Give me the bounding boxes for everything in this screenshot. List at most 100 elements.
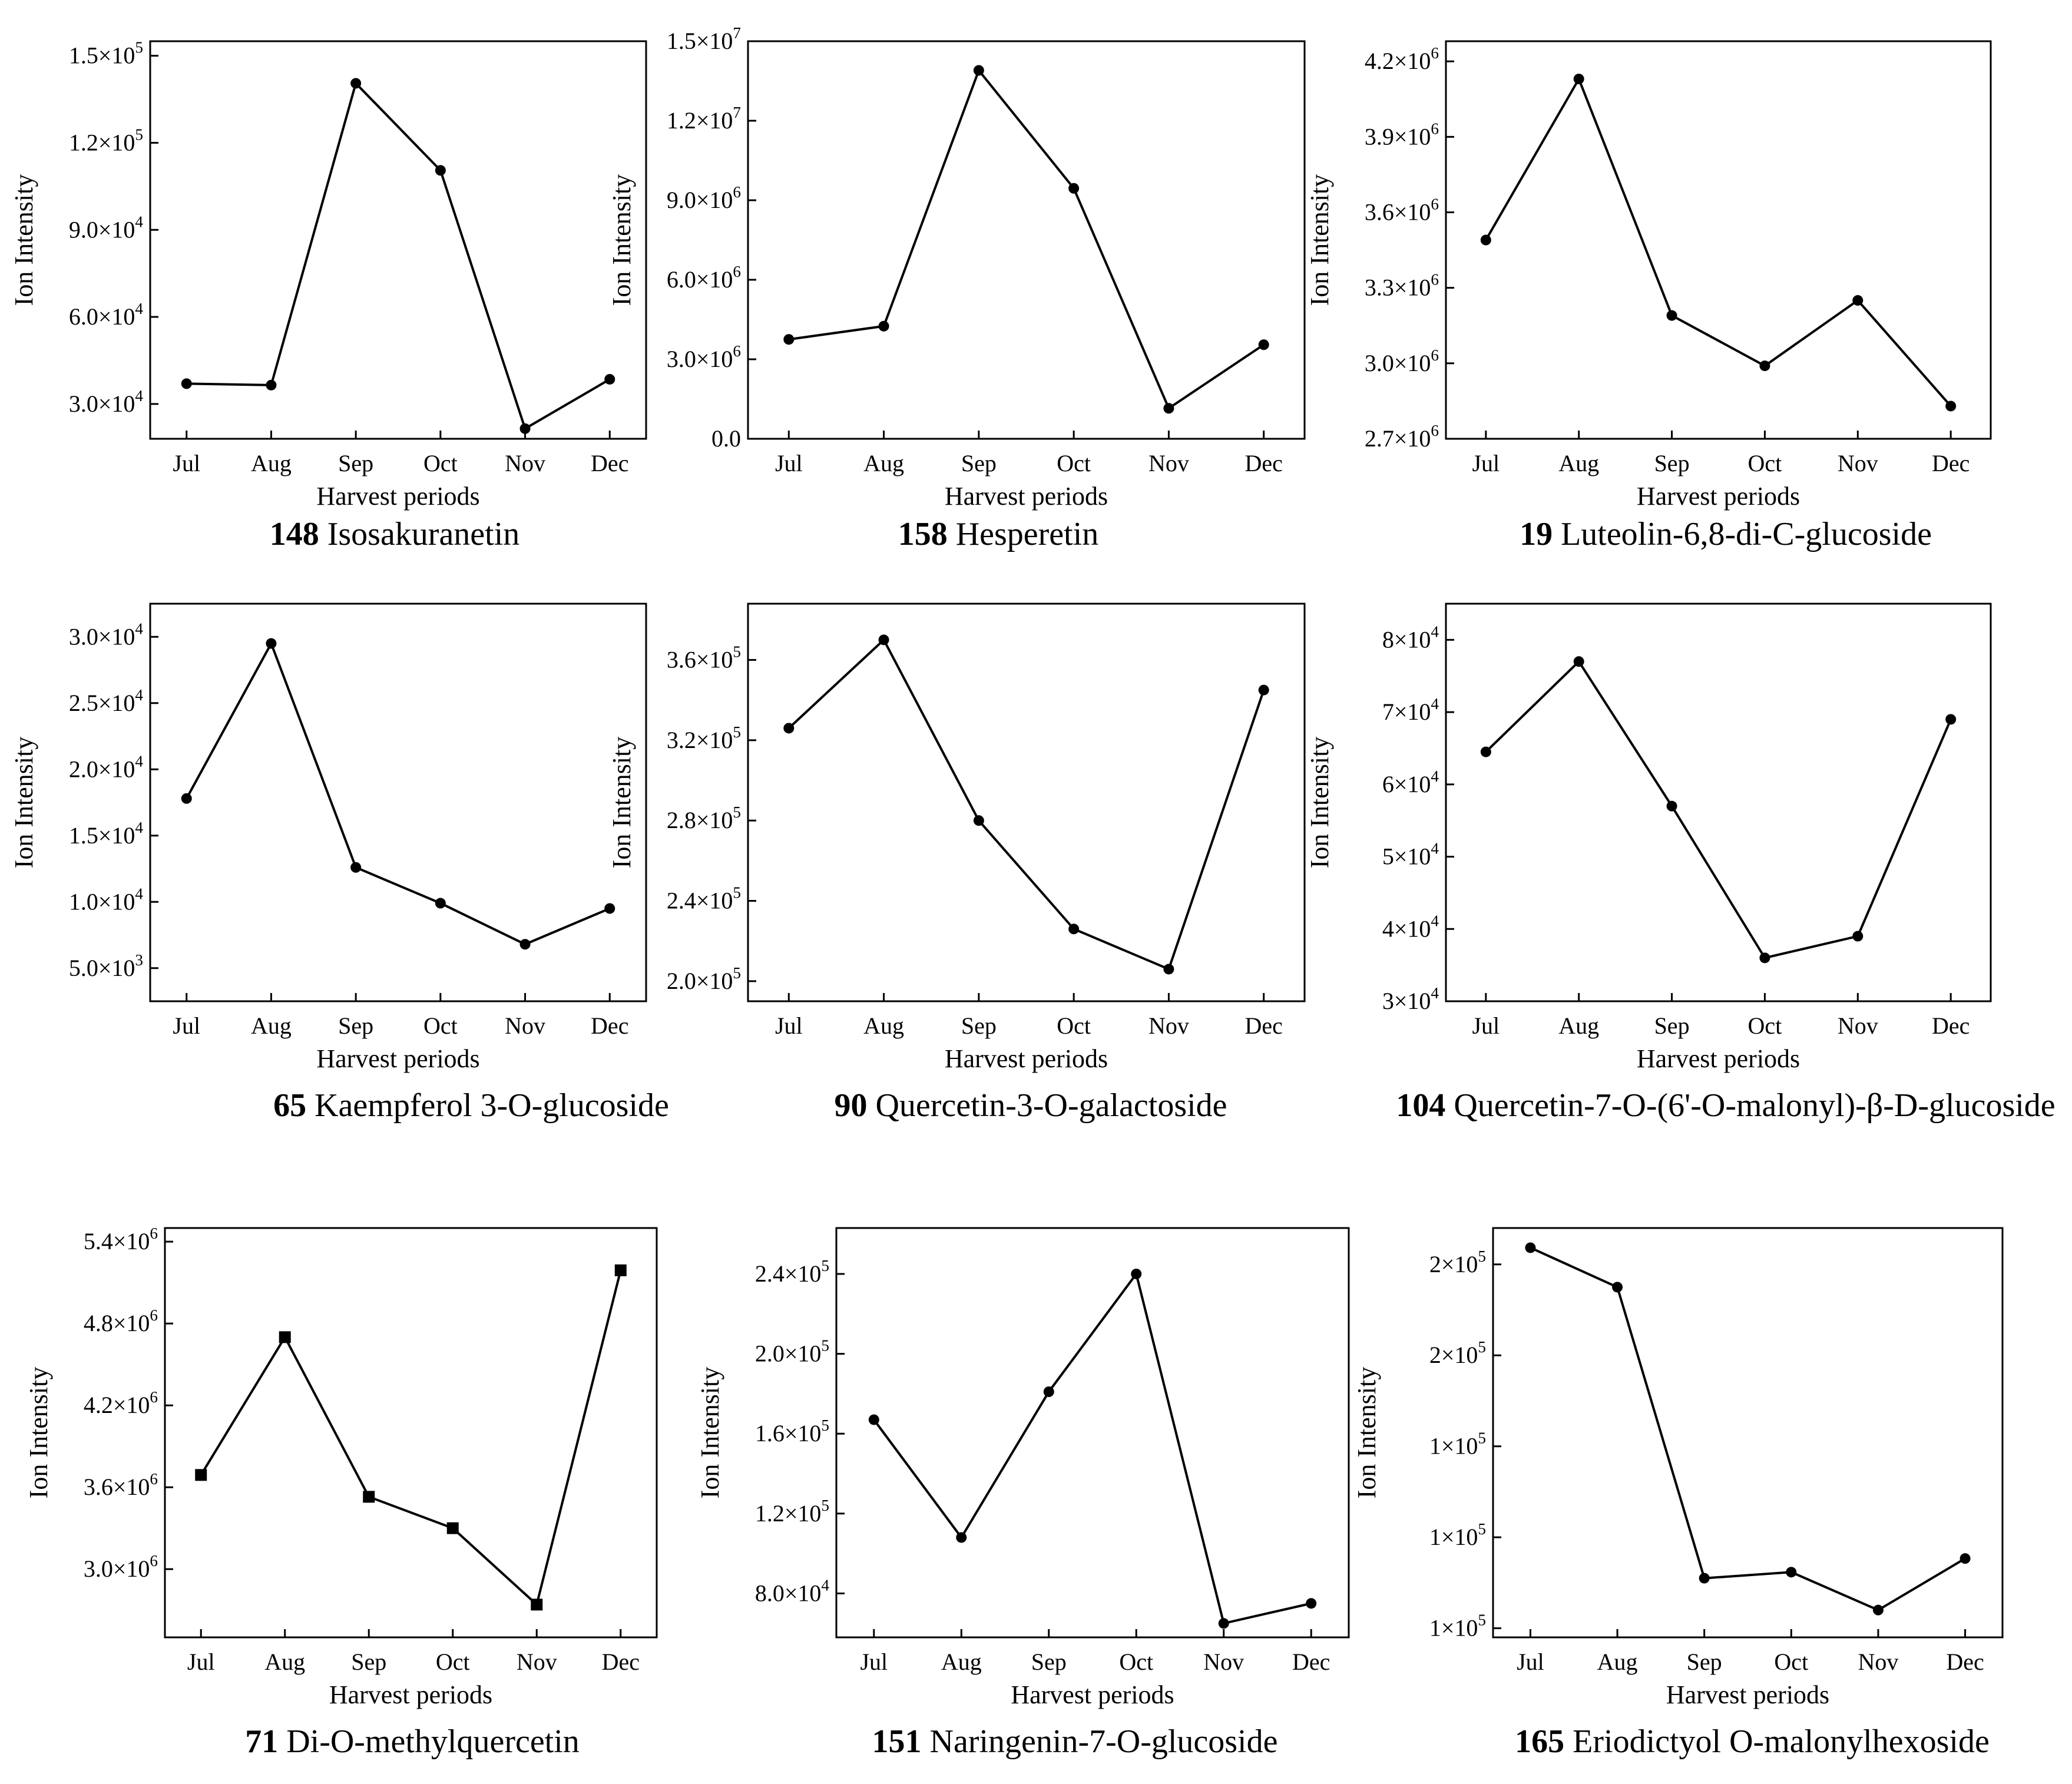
x-tick-label: Oct — [423, 450, 458, 476]
chart-caption: 151 Naringenin-7-O-glucoside — [872, 1723, 1278, 1760]
series-line — [1485, 76, 1952, 407]
x-tick-label: Nov — [505, 1012, 545, 1039]
x-tick-label: Aug — [863, 1012, 904, 1039]
x-tick-label: Nov — [1203, 1649, 1244, 1675]
y-tick-label: 2.0×105 — [755, 1337, 829, 1367]
y-tick-label: 3.9×106 — [1365, 120, 1439, 150]
x-tick-label: Sep — [1654, 450, 1690, 476]
x-tick-label: Aug — [1558, 1012, 1599, 1039]
data-point — [519, 423, 531, 434]
x-tick-label: Sep — [961, 1012, 997, 1039]
x-tick-label: Oct — [436, 1649, 470, 1675]
data-point — [783, 723, 795, 734]
data-point — [1852, 295, 1864, 306]
plot-frame — [149, 603, 647, 1002]
x-tick-label: Oct — [1057, 450, 1091, 476]
series-line — [186, 81, 611, 431]
x-tick-label: Aug — [264, 1649, 305, 1675]
x-axis-label: Harvest periods — [316, 1044, 479, 1073]
x-tick-label: Oct — [1119, 1649, 1153, 1675]
y-tick-label: 1×105 — [1429, 1429, 1486, 1459]
y-tick-label: 3.6×106 — [1365, 196, 1439, 226]
chart-panel-148: Jul Aug Sep Oct Nov Dec 3.0×104 6.0×104 9.0×104 1… — [9, 39, 647, 552]
chart-panel-19: Jul Aug Sep Oct Nov Dec 2.7×106 3.0×106 3.3×106 3… — [1305, 40, 1992, 552]
compound-id: 90 — [834, 1087, 875, 1124]
plot-frame — [149, 40, 647, 440]
x-tick-label: Dec — [1292, 1649, 1330, 1675]
data-point — [350, 862, 362, 873]
x-tick-label: Aug — [1597, 1649, 1638, 1675]
data-point — [878, 634, 889, 646]
y-tick-label: 4.2×106 — [84, 1388, 158, 1418]
y-tick-label: 3.3×106 — [1365, 271, 1439, 301]
y-tick-label: 2.0×105 — [667, 964, 741, 994]
y-axis-label: Ion Intensity — [24, 1367, 53, 1499]
y-tick-label: 3×104 — [1382, 984, 1439, 1014]
x-tick-label: Aug — [1558, 450, 1599, 476]
x-tick-label: Sep — [338, 1012, 373, 1039]
data-point — [1666, 800, 1677, 812]
data-point — [868, 1414, 879, 1425]
data-point — [1945, 401, 1957, 412]
y-tick-label: 1.5×105 — [69, 39, 143, 69]
plot-frame — [164, 1227, 658, 1639]
x-axis-label: Harvest periods — [1637, 482, 1800, 511]
y-axis-label: Ion Intensity — [9, 737, 38, 869]
data-point — [1612, 1282, 1623, 1293]
y-tick-label: 1.6×105 — [755, 1416, 829, 1447]
y-tick-label: 1.0×104 — [69, 885, 144, 915]
chart-caption: 90 Quercetin-3-O-galactoside — [834, 1087, 1227, 1124]
y-tick-label: 4×104 — [1382, 912, 1439, 942]
compound-name: Eriodictyol O-malonylhexoside — [1573, 1723, 1990, 1760]
x-tick-label: Dec — [1932, 1012, 1970, 1039]
data-point — [1258, 684, 1269, 696]
y-tick-label: 1.2×105 — [69, 125, 143, 155]
y-tick-label: 3.6×106 — [84, 1470, 158, 1500]
plot-frame — [835, 1227, 1350, 1639]
data-point — [604, 373, 615, 385]
x-tick-label: Sep — [1687, 1649, 1722, 1675]
x-tick-label: Dec — [591, 1012, 628, 1039]
chart-caption: 19 Luteolin-6,8-di-C-glucoside — [1520, 516, 1932, 552]
y-tick-label: 0.0 — [711, 425, 741, 452]
y-tick-label: 4.8×106 — [84, 1306, 158, 1336]
data-point — [363, 1491, 375, 1503]
x-tick-label: Oct — [1774, 1649, 1808, 1675]
x-axis-label: Harvest periods — [329, 1680, 492, 1709]
y-tick-label: 5.0×103 — [69, 951, 143, 981]
x-axis-label: Harvest periods — [1011, 1680, 1174, 1709]
y-tick-label: 2×105 — [1429, 1247, 1486, 1277]
y-tick-label: 1.2×105 — [755, 1497, 829, 1527]
data-point — [266, 638, 277, 649]
x-tick-label: Jul — [1472, 1012, 1500, 1039]
y-axis-label: Ion Intensity — [696, 1367, 724, 1499]
x-tick-label: Sep — [338, 450, 373, 476]
compound-name: Di-O-methylquercetin — [286, 1723, 580, 1760]
x-axis-label: Harvest periods — [1637, 1044, 1800, 1073]
compound-name: Luteolin-6,8-di-C-glucoside — [1561, 516, 1932, 552]
y-tick-label: 1.5×107 — [667, 24, 741, 54]
y-tick-label: 1.2×107 — [667, 104, 741, 134]
data-point — [195, 1469, 207, 1481]
data-point — [1068, 183, 1080, 194]
data-point — [956, 1532, 967, 1543]
x-tick-label: Dec — [1946, 1649, 1984, 1675]
x-tick-label: Aug — [941, 1649, 982, 1675]
data-point — [1306, 1598, 1317, 1609]
y-axis-label: Ion Intensity — [9, 174, 38, 306]
compound-id: 19 — [1520, 516, 1561, 552]
x-tick-label: Sep — [1031, 1649, 1067, 1675]
compound-id: 158 — [898, 516, 956, 552]
data-point — [1852, 931, 1864, 942]
y-tick-label: 1×105 — [1429, 1520, 1486, 1550]
data-point — [1163, 403, 1174, 414]
data-point — [1666, 310, 1677, 321]
compound-name: Kaempferol 3-O-glucoside — [315, 1087, 669, 1124]
y-tick-label: 6×104 — [1382, 767, 1439, 797]
x-tick-label: Dec — [602, 1649, 640, 1675]
data-point — [1573, 656, 1584, 667]
series-line — [873, 1271, 1312, 1625]
compound-name: Quercetin-3-O-galactoside — [875, 1087, 1227, 1124]
compound-id: 165 — [1515, 1723, 1573, 1760]
x-tick-label: Oct — [1057, 1012, 1091, 1039]
